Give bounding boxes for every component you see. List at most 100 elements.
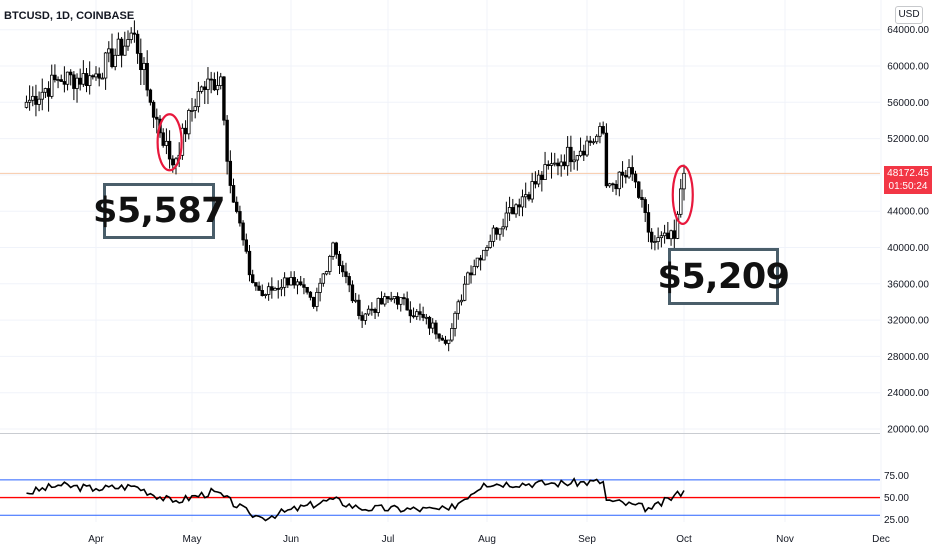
current-price-value: 48172.45 bbox=[887, 168, 929, 179]
candle bbox=[376, 297, 380, 317]
candle bbox=[151, 100, 156, 128]
time-tick-label: Oct bbox=[676, 534, 692, 545]
candle bbox=[123, 31, 127, 56]
candle bbox=[263, 293, 268, 299]
candle bbox=[87, 61, 92, 95]
candle bbox=[504, 201, 509, 231]
candle bbox=[617, 171, 622, 197]
candle bbox=[370, 302, 374, 316]
time-tick-label: Nov bbox=[776, 534, 794, 545]
candle bbox=[203, 80, 207, 104]
candle bbox=[569, 135, 573, 172]
time-axis[interactable]: Apr May Jun Jul Aug Sep Oct Nov Dec bbox=[88, 534, 890, 545]
candle bbox=[228, 150, 233, 194]
candle bbox=[250, 269, 255, 284]
candle bbox=[244, 233, 248, 254]
currency-label[interactable]: USD bbox=[895, 6, 923, 24]
candle bbox=[254, 282, 258, 291]
candle bbox=[431, 318, 435, 334]
candle bbox=[103, 51, 108, 90]
candle bbox=[324, 270, 329, 276]
candle bbox=[491, 225, 496, 247]
candle bbox=[167, 130, 172, 169]
candle bbox=[575, 155, 580, 171]
candle bbox=[630, 155, 634, 181]
time-tick-label: Jul bbox=[382, 534, 395, 545]
candle bbox=[591, 138, 596, 145]
candle bbox=[553, 152, 557, 167]
price-tick-label: 40000.00 bbox=[887, 243, 929, 254]
candle bbox=[399, 297, 403, 312]
candle bbox=[276, 280, 280, 299]
candle bbox=[27, 85, 32, 111]
candle bbox=[183, 120, 188, 142]
candle bbox=[337, 250, 342, 275]
candle bbox=[247, 244, 252, 282]
price-tick-label: 32000.00 bbox=[887, 316, 929, 327]
candle bbox=[601, 121, 605, 135]
candle bbox=[408, 301, 413, 323]
candle bbox=[443, 335, 448, 346]
price-tick-label: 56000.00 bbox=[887, 98, 929, 109]
price-tick-label: 60000.00 bbox=[887, 62, 929, 73]
candle bbox=[469, 265, 473, 284]
candle bbox=[520, 189, 525, 217]
candle bbox=[321, 272, 326, 287]
candle bbox=[81, 60, 86, 88]
candle bbox=[119, 36, 124, 68]
candle bbox=[292, 271, 296, 289]
price-tick-label: 28000.00 bbox=[887, 352, 929, 363]
candle bbox=[72, 71, 76, 101]
candle bbox=[421, 306, 425, 322]
candle bbox=[578, 137, 583, 158]
candle bbox=[37, 91, 41, 112]
candle bbox=[530, 172, 534, 203]
candle bbox=[260, 284, 264, 297]
candle bbox=[43, 87, 48, 99]
candle bbox=[53, 64, 57, 83]
candle bbox=[527, 191, 531, 202]
candle bbox=[456, 299, 460, 320]
candle bbox=[241, 220, 245, 246]
candle bbox=[135, 30, 140, 64]
candle bbox=[145, 50, 149, 97]
candle bbox=[100, 72, 105, 80]
candle bbox=[270, 277, 274, 299]
candle bbox=[257, 281, 261, 291]
candle bbox=[222, 76, 226, 126]
candle bbox=[193, 98, 197, 119]
candle bbox=[273, 286, 277, 291]
candle bbox=[357, 294, 361, 320]
candle bbox=[24, 95, 29, 109]
candle bbox=[611, 182, 615, 192]
time-tick-label: May bbox=[183, 534, 202, 545]
candle bbox=[679, 178, 683, 218]
candle bbox=[565, 136, 570, 176]
price-tick-label: 52000.00 bbox=[887, 134, 929, 145]
candle bbox=[494, 226, 499, 240]
candle bbox=[466, 271, 470, 285]
candle bbox=[282, 272, 287, 297]
candle bbox=[190, 98, 194, 122]
candle bbox=[298, 275, 303, 287]
candle bbox=[546, 160, 550, 170]
price-tick-label: 44000.00 bbox=[887, 207, 929, 218]
candle bbox=[415, 308, 419, 320]
candle bbox=[666, 221, 670, 240]
candle bbox=[62, 66, 67, 93]
candle bbox=[318, 278, 322, 302]
candle bbox=[427, 315, 432, 335]
candle bbox=[56, 76, 60, 89]
candle bbox=[585, 135, 589, 158]
candle bbox=[308, 291, 313, 301]
candle bbox=[187, 108, 191, 140]
candle bbox=[646, 204, 651, 243]
candle bbox=[142, 57, 146, 85]
candle bbox=[328, 254, 332, 275]
candle bbox=[482, 249, 486, 261]
candle bbox=[556, 158, 560, 176]
price-tick-label: 24000.00 bbox=[887, 388, 929, 399]
candle bbox=[533, 171, 538, 189]
candle bbox=[302, 278, 306, 295]
